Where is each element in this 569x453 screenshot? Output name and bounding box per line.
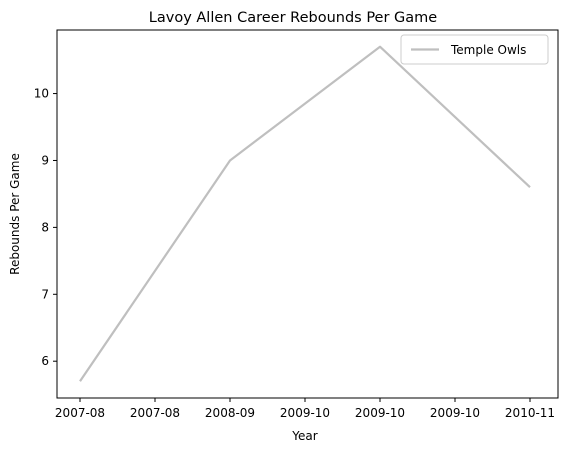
y-tick-label: 9 [41, 153, 49, 167]
legend-box [400, 34, 549, 65]
x-tick-label: 2008-09 [205, 406, 255, 420]
x-tick-label: 2009-10 [280, 406, 330, 420]
y-tick-label: 10 [34, 87, 49, 101]
legend-label: Temple Owls [450, 43, 526, 57]
y-axis-label: Rebounds Per Game [8, 153, 22, 275]
x-axis-label: Year [291, 429, 317, 443]
x-tick-label: 2009-10 [355, 406, 405, 420]
y-tick-label: 8 [41, 220, 49, 234]
plot-frame [56, 29, 559, 399]
y-tick-label: 7 [41, 287, 49, 301]
y-tick-label: 6 [41, 354, 49, 368]
x-tick-label: 2007-08 [130, 406, 180, 420]
plot-area [57, 30, 558, 398]
x-tick-label: 2010-11 [505, 406, 555, 420]
chart-title: Lavoy Allen Career Rebounds Per Game [149, 10, 438, 26]
y-axis: 6 7 8 9 10 [34, 87, 57, 368]
series-layer [79, 45, 531, 382]
legend: Temple Owls [400, 34, 549, 65]
x-tick-label: 2007-08 [55, 406, 105, 420]
x-tick-label: 2009-10 [430, 406, 480, 420]
series-line-temple-owls [79, 45, 531, 382]
x-axis: 2007-08 2007-08 2008-09 2009-10 2009-10 2009-… [55, 398, 555, 420]
